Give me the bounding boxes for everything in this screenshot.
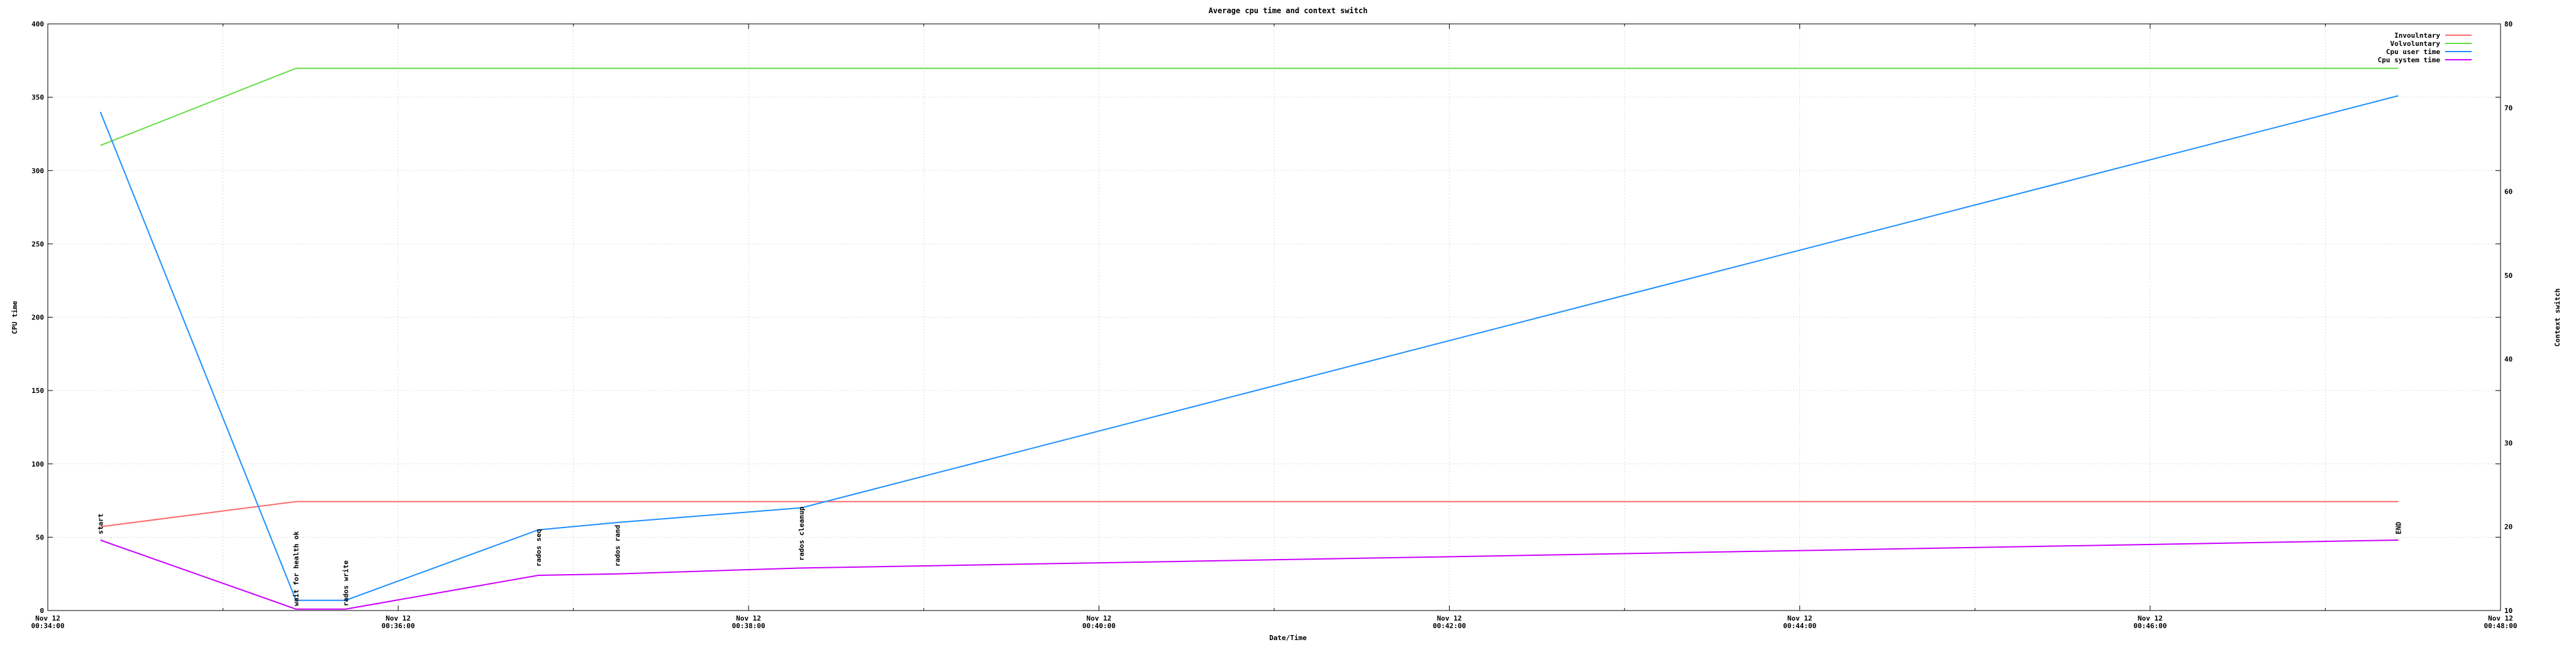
axes-layer: 0 50 100 150 200 250 300 350 400 10 20 30 40 50 60 70 80… <box>31 20 2518 630</box>
legend-label: Invoulntary <box>2394 31 2440 40</box>
x-tick-label: 00:44:00 <box>1783 622 1816 630</box>
y-tick-label: 200 <box>31 314 44 322</box>
x-axis-title: Date/Time <box>1269 634 1307 642</box>
y2-tick-label: 40 <box>2504 355 2512 363</box>
x-tick-label: Nov 12 <box>1437 614 1462 622</box>
y-tick-label: 350 <box>31 94 44 102</box>
y-tick-label: 0 <box>40 607 44 615</box>
y2-tick-label: 60 <box>2504 188 2512 196</box>
legend-label: Volvoluntary <box>2390 40 2441 48</box>
x-tick-label: 00:38:00 <box>732 622 765 630</box>
annotation-label: rados rand <box>613 525 621 567</box>
legend-label: Cpu user time <box>2386 48 2440 56</box>
series-line-1 <box>100 500 2399 528</box>
y2-tick-label: 20 <box>2504 523 2512 531</box>
series-layer <box>99 67 2399 610</box>
y2-tick-label: 80 <box>2504 20 2512 28</box>
y-axis-title: CPU time <box>11 301 19 334</box>
annotation-label: rados write <box>342 560 350 606</box>
x-tick-label: 00:34:00 <box>31 622 65 630</box>
y2-tick-label: 10 <box>2504 607 2512 615</box>
y-tick-label: 100 <box>31 460 44 468</box>
legend-label: Cpu system time <box>2378 56 2441 64</box>
series-line-4 <box>100 539 2399 610</box>
y-tick-label: 50 <box>36 533 44 541</box>
x-tick-label: 00:42:00 <box>1433 622 1466 630</box>
y-tick-label: 300 <box>31 167 44 175</box>
annotation-label: wait for health ok <box>292 531 301 606</box>
x-tick-label: 00:36:00 <box>382 622 415 630</box>
y2-tick-label: 70 <box>2504 104 2512 112</box>
x-tick-label: 00:40:00 <box>1082 622 1116 630</box>
annotation-label: rados cleanup <box>797 506 806 560</box>
x-tick-label: Nov 12 <box>386 614 411 622</box>
x-tick-label: Nov 12 <box>736 614 761 622</box>
chart-title: Average cpu time and context switch <box>1209 6 1368 15</box>
y-tick-label: 250 <box>31 240 44 248</box>
y2-tick-label: 50 <box>2504 272 2512 280</box>
series-line-2 <box>100 67 2399 147</box>
y2-axis-title: Context switch <box>2553 289 2562 347</box>
annotation-label: END <box>2395 521 2403 534</box>
x-tick-label: Nov 12 <box>35 614 60 622</box>
x-tick-label: 00:46:00 <box>2133 622 2167 630</box>
y-tick-label: 150 <box>31 387 44 395</box>
annotation-label: start <box>97 514 105 534</box>
series-line-3 <box>99 95 2399 601</box>
y-tick-label: 400 <box>31 20 44 28</box>
x-tick-label: Nov 12 <box>2138 614 2163 622</box>
y2-tick-label: 30 <box>2504 439 2512 447</box>
annotation-layer: start wait for health ok rados write rados … <box>97 506 2403 606</box>
x-tick-label: Nov 12 <box>1787 614 1813 622</box>
x-tick-label: Nov 12 <box>1087 614 1112 622</box>
x-tick-label: 00:48:00 <box>2484 622 2518 630</box>
x-tick-label: Nov 12 <box>2488 614 2513 622</box>
annotation-label: rados seq <box>535 529 543 567</box>
